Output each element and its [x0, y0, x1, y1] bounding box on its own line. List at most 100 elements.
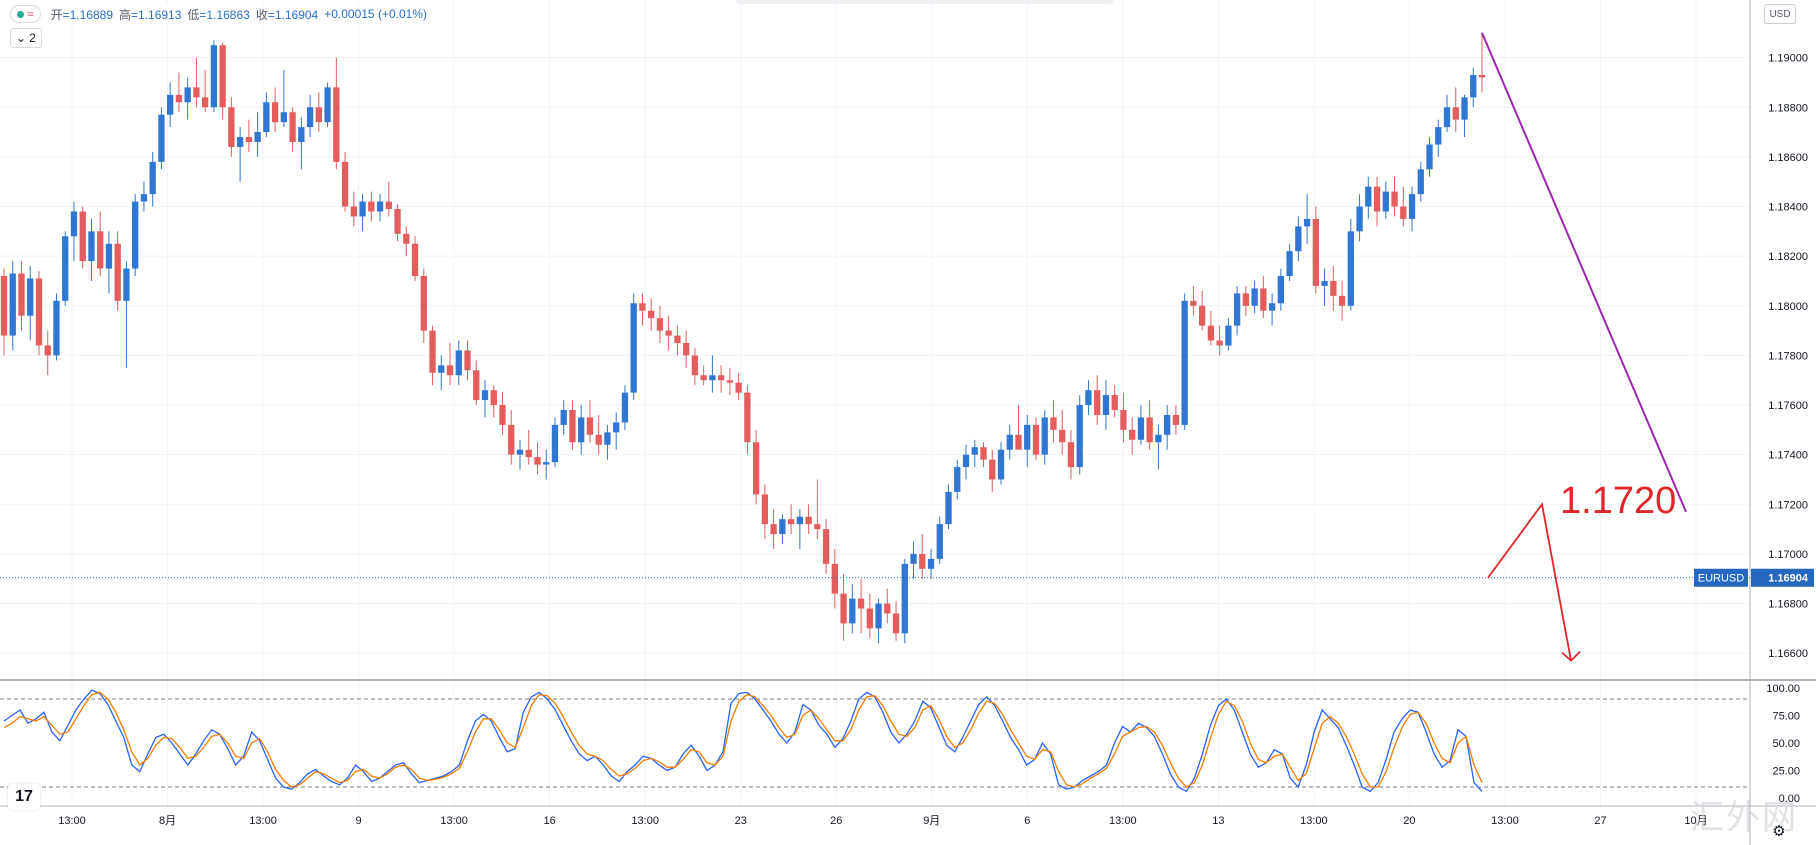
candle-up [1225, 325, 1232, 346]
candle-down [1129, 429, 1136, 440]
candle-down [97, 231, 104, 269]
candle-up [1076, 405, 1083, 468]
candle-down [980, 447, 987, 460]
candle-down [175, 94, 183, 103]
stoch-tick-label: 25.00 [1772, 766, 1800, 778]
candle-up [184, 87, 191, 103]
candle-up [210, 45, 218, 108]
price-tick-label: 1.17400 [1768, 450, 1808, 462]
candle-down [44, 345, 51, 356]
candle-up [254, 132, 261, 142]
indicator-count: 2 [29, 31, 36, 45]
candle-down [271, 102, 279, 123]
tradingview-logo-icon[interactable]: 17 [8, 784, 40, 810]
stoch-tick-label: 50.00 [1772, 738, 1800, 750]
candle-down [1452, 107, 1459, 120]
forecast-arrow [1487, 502, 1572, 661]
candle-up [1286, 251, 1293, 276]
candle-down [1059, 429, 1066, 443]
ohlc-low: 低=1.16863 [187, 7, 250, 22]
candle-up [875, 603, 882, 629]
candle-down [700, 375, 707, 381]
ohlc-high: 高=1.16913 [119, 7, 182, 22]
price-tick-label: 1.17200 [1768, 499, 1808, 511]
drawing-layer[interactable]: 1.1720 [1481, 32, 1687, 662]
candle-down [1478, 75, 1486, 78]
candle-down [1015, 434, 1022, 450]
candle-down [1242, 293, 1250, 306]
candle-down [752, 442, 760, 495]
candle-up [1006, 434, 1013, 450]
candle-down [333, 87, 340, 162]
candle-up [158, 114, 165, 162]
candle-up [997, 449, 1005, 480]
candle-up [910, 553, 917, 564]
ohlc-close: 收=1.16904 [255, 7, 319, 22]
price-tick-label: 1.17000 [1768, 549, 1808, 561]
indicator-collapse-button[interactable]: ⌄ 2 [10, 28, 42, 48]
candle-up [306, 107, 314, 128]
candle-up [709, 375, 716, 381]
candle-up [927, 558, 935, 569]
candle-up [936, 524, 943, 559]
candle-up [543, 462, 550, 465]
candle-up [263, 102, 270, 133]
candle-down [884, 603, 891, 614]
market-status-pill[interactable]: ≈ [10, 5, 41, 23]
candle-down [114, 243, 121, 301]
candle-down [490, 390, 497, 406]
candle-down [499, 405, 506, 425]
candle-down [525, 449, 532, 458]
currency-selector[interactable]: USD [1764, 4, 1796, 24]
candle-up [1470, 75, 1477, 98]
candle-up [604, 432, 611, 445]
candle-up [796, 516, 803, 525]
candle-up [560, 410, 567, 425]
time-tick-label: 13:00 [249, 815, 277, 827]
candle-down [648, 310, 655, 319]
price-tick-label: 1.16600 [1768, 648, 1808, 660]
ohlc-open: 开=1.16889 [50, 7, 113, 22]
time-tick-label: 16 [544, 815, 556, 827]
candle-down [1067, 442, 1075, 468]
candle-up [53, 300, 60, 356]
candle-down [394, 209, 401, 234]
logo-text: 17 [15, 788, 33, 805]
price-axis[interactable]: 1.16600 1.16800 1.17000 1.17200 1.17400 1.176… [58, 53, 1814, 827]
candle-up [438, 365, 445, 373]
candle-down [1338, 295, 1346, 306]
candle-down [403, 233, 410, 244]
candle-up [613, 422, 620, 433]
candle-down [814, 524, 821, 530]
candle-down [761, 494, 769, 525]
candle-up [481, 390, 489, 401]
top-toolbar-handle[interactable] [736, 0, 1114, 4]
candle-down [219, 45, 226, 108]
candle-down [289, 112, 296, 142]
candle-down [420, 276, 427, 331]
candle-down [193, 87, 200, 98]
time-tick-label: 26 [830, 815, 842, 827]
price-tick-label: 1.18400 [1768, 202, 1808, 214]
stoch-tick-label: 100.00 [1766, 683, 1800, 695]
candle-up [1461, 97, 1468, 120]
candle-down [787, 519, 795, 525]
candle-up [298, 127, 305, 142]
candle-up [140, 194, 148, 202]
candle-up [1417, 169, 1424, 195]
chevron-down-icon: ⌄ [16, 31, 27, 45]
candle-down [368, 201, 375, 212]
gear-icon[interactable]: ⚙ [1772, 823, 1786, 840]
candle-down [18, 273, 25, 316]
candle-up [359, 201, 366, 217]
candle-down [1146, 417, 1153, 443]
candle-up [1137, 417, 1145, 440]
time-tick-label: 13:00 [631, 815, 659, 827]
price-tick-label: 1.18600 [1768, 152, 1808, 164]
time-tick-label: 10月 [1684, 815, 1707, 827]
time-tick-label: 9 [356, 815, 362, 827]
candle-up [516, 449, 524, 455]
candle-up [1303, 218, 1311, 227]
candle-down [665, 330, 672, 336]
